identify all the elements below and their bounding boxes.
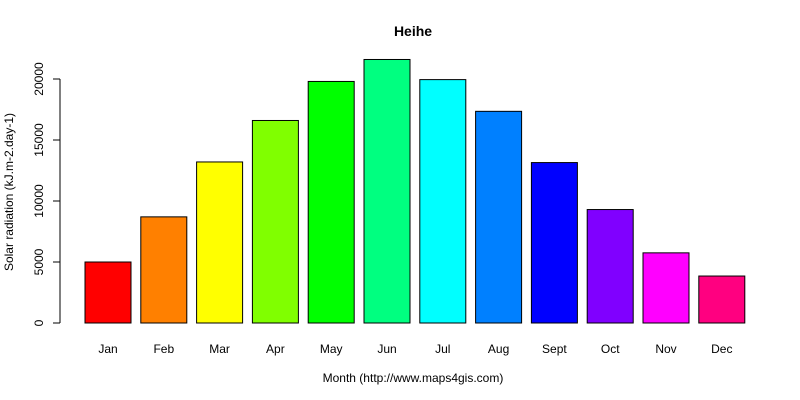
- y-tick-label: 10000: [32, 184, 46, 218]
- y-axis: 0 5000 10000 15000 20000: [32, 62, 61, 326]
- bar-apr: [251, 119, 299, 324]
- bar-may: [307, 80, 355, 324]
- x-tick-label: Dec: [711, 342, 732, 356]
- y-tick-label: 0: [32, 319, 46, 326]
- x-tick-label: Jul: [435, 342, 450, 356]
- y-tick-label: 5000: [32, 248, 46, 275]
- bar-jul: [419, 79, 467, 324]
- bar-jan: [84, 261, 132, 324]
- x-tick-label: Jan: [98, 342, 117, 356]
- bar-sept: [530, 162, 578, 324]
- bar-oct: [586, 209, 634, 324]
- x-tick-label: Nov: [655, 342, 676, 356]
- x-tick-label: Apr: [266, 342, 285, 356]
- x-tick-label: Sept: [542, 342, 567, 356]
- y-tick-label: 15000: [32, 123, 46, 157]
- bars-group: [84, 58, 746, 324]
- x-axis-label: Month (http://www.maps4gis.com): [323, 371, 504, 385]
- x-tick-label: May: [320, 342, 343, 356]
- y-axis-label: Solar radiation (kJ.m-2.day-1): [2, 113, 16, 271]
- bar-nov: [642, 252, 690, 324]
- x-tick-label: Jun: [377, 342, 396, 356]
- bar-jun: [363, 58, 411, 324]
- y-tick-label: 20000: [32, 62, 46, 96]
- bar-mar: [196, 161, 244, 324]
- x-tick-label: Feb: [153, 342, 174, 356]
- x-tick-label: Aug: [488, 342, 509, 356]
- bar-dec: [698, 275, 746, 324]
- chart-title: Heihe: [394, 23, 432, 39]
- bar-aug: [475, 110, 523, 324]
- x-tick-label: Oct: [601, 342, 620, 356]
- bar-feb: [140, 216, 188, 324]
- x-tick-labels: Jan Feb Mar Apr May Jun Jul Aug Sept Oct Nov Dec: [98, 342, 732, 356]
- x-tick-label: Mar: [209, 342, 230, 356]
